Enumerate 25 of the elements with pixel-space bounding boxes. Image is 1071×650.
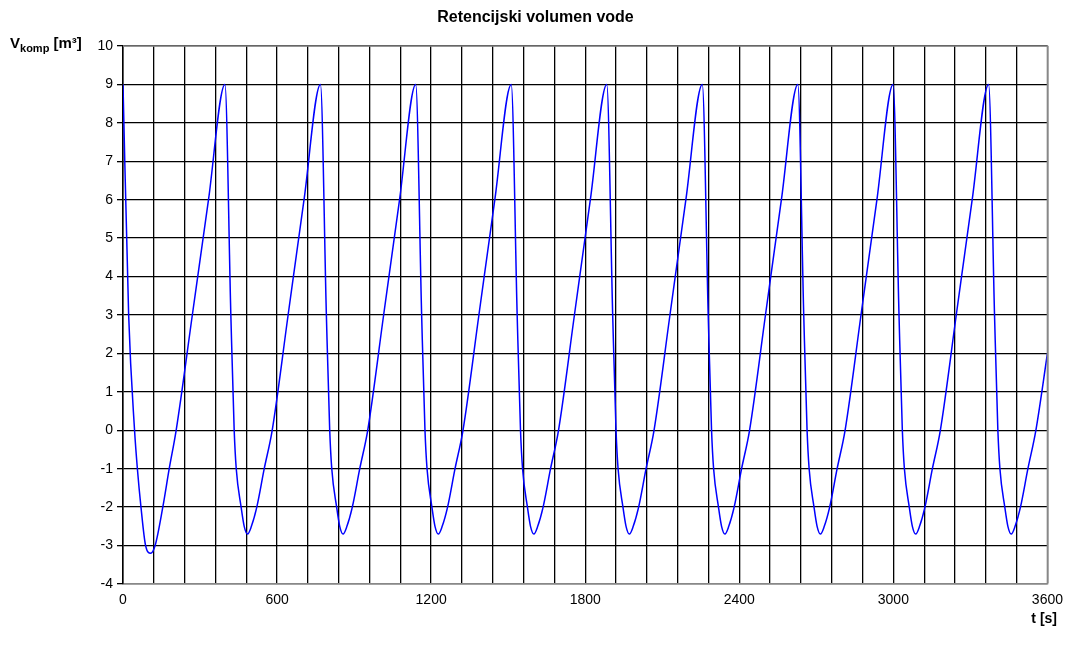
x-axis-title: t [s] bbox=[1031, 610, 1057, 626]
y-tick-label: 4 bbox=[105, 267, 114, 284]
y-axis-title: V$_{komp}$ [m³] bbox=[10, 34, 82, 54]
y-tick-label: 1 bbox=[105, 382, 114, 399]
y-tick-label: -1 bbox=[100, 459, 114, 476]
x-tick-label: 1200 bbox=[415, 591, 447, 608]
y-tick-label: 10 bbox=[97, 36, 114, 53]
y-tick-label: 6 bbox=[105, 190, 114, 207]
x-tick-label: 3000 bbox=[877, 591, 910, 608]
x-tick-label: 3600 bbox=[1031, 591, 1064, 608]
y-tick-label: -4 bbox=[100, 574, 114, 591]
x-tick-label: 2400 bbox=[723, 591, 756, 608]
y-tick-label: 5 bbox=[105, 229, 114, 245]
y-tick-label: 7 bbox=[105, 152, 114, 169]
y-tick-label: -2 bbox=[100, 498, 114, 514]
y-tick-label: 2 bbox=[105, 344, 114, 361]
y-tick-label: -3 bbox=[100, 536, 114, 553]
y-tick-label: 8 bbox=[105, 113, 114, 130]
x-tick-label: 600 bbox=[265, 591, 289, 608]
y-tick-label: 3 bbox=[105, 305, 114, 322]
y-tick-label: 9 bbox=[105, 75, 114, 92]
x-tick-label: 1800 bbox=[569, 591, 601, 608]
y-tick-label: 0 bbox=[105, 421, 114, 438]
x-tick-label: 0 bbox=[119, 591, 128, 608]
chart-title: Retencijski volumen vode bbox=[436, 8, 635, 26]
